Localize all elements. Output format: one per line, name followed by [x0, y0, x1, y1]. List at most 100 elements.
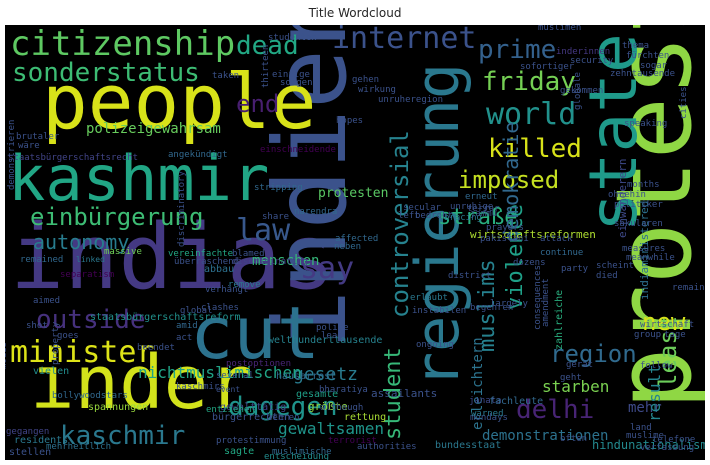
word-beendet: beendet	[137, 343, 175, 353]
word-gewaltsamen: gewaltsamen	[278, 419, 384, 438]
word-zehntausende: zehntausende	[610, 69, 675, 79]
word-vereinfachte: vereinfachte	[168, 249, 233, 259]
word-affected: affected	[335, 234, 378, 244]
word-cut: cut	[190, 291, 320, 375]
word-demonstrationen: demonstrationen	[482, 428, 608, 444]
word-aimed: aimed	[33, 296, 60, 306]
word-indiaministered: indiaministered	[638, 201, 651, 300]
word-act: act	[176, 333, 192, 343]
word-student: student	[381, 347, 406, 440]
word-pakistani: pakistani	[480, 234, 529, 244]
word-einwanderern: einwanderern	[616, 159, 629, 238]
word-scheint: scheint	[596, 261, 634, 271]
word-world: world	[486, 97, 576, 132]
word-dead: dead	[236, 31, 299, 61]
word-verfassung: verfassung	[640, 443, 694, 453]
word-janata: janata	[469, 396, 502, 406]
word-terrorist: terrorist	[328, 436, 377, 446]
word-global: global	[180, 306, 213, 316]
word-bollywoodstars: bollywoodstars	[52, 391, 128, 401]
word-entziehen: entziehen	[206, 405, 255, 415]
word-linked: linked	[76, 255, 105, 264]
word-gesamte: gesamte	[296, 389, 338, 400]
word-muslimen: muslimen	[538, 25, 581, 33]
word-group: group	[634, 330, 661, 340]
word-staatsbürgerschaftsrecht: staatsbürgerschaftsrecht	[8, 153, 138, 163]
word-speaking: speaking	[624, 119, 667, 129]
word-security: security	[570, 56, 614, 66]
word-massive: massive	[104, 247, 142, 257]
word-nichtmuslimischen: nichtmuslimischen	[138, 363, 302, 382]
word-protestimmung: protestimmung	[216, 436, 286, 446]
word-spannungen: spannungen	[88, 402, 148, 413]
word-postoptionen: postoptionen	[226, 359, 291, 369]
word-staatsbürgerschaftsreform: staatsbürgerschaftsreform	[90, 312, 241, 323]
word-secular: secular	[403, 203, 442, 213]
word-inzwischen: inzwischen	[596, 25, 650, 27]
word-demokratie: demokratie	[499, 122, 523, 242]
word-continue: continue	[540, 248, 583, 258]
word-einzige: einzige	[272, 70, 310, 80]
word-globale: globale	[573, 72, 583, 110]
word-ohnehin: ohnehin	[608, 190, 646, 200]
word-warned: warned	[471, 409, 504, 419]
word-state: state	[575, 33, 652, 232]
word-property: property	[51, 321, 61, 365]
word-muslimische: muslimische	[272, 447, 332, 457]
word-polizeigewahrsam: polizeigewahrsam	[86, 121, 221, 137]
word-instabilen: instabilen	[412, 306, 466, 316]
word-regierung: regierung	[403, 63, 473, 388]
word-gehen: gehen	[352, 75, 379, 85]
word-constitution: constitution	[679, 25, 689, 26]
word-menschen: menschen	[252, 253, 319, 269]
word-ongoing: ongoing	[416, 340, 454, 350]
word-remove: remove	[228, 280, 261, 290]
chart-title: Title Wordcloud	[308, 6, 402, 20]
word-einschneidende: einschneidende	[260, 145, 336, 155]
word-kaschmirs: kaschmirs	[176, 382, 225, 392]
word-vielen: vielen	[33, 366, 69, 377]
word-wehren: wehren	[267, 413, 300, 423]
wordcloud-canvas: indias indien protests people kashmir inder cu…	[5, 25, 705, 460]
word-sagte: sagte	[224, 446, 254, 457]
word-protests: protests	[593, 25, 705, 410]
word-largely: largely	[490, 299, 529, 309]
word-bürgerrechten: bürgerrechten	[212, 412, 290, 423]
word-authorities: authorities	[357, 442, 417, 452]
word-consequences: consequences	[533, 265, 543, 330]
word-taken: taken	[212, 71, 239, 81]
word-sogar: sogar	[640, 61, 668, 71]
word-gesetz: gesetz	[293, 364, 358, 385]
word-dagegen: dagegen	[228, 392, 338, 422]
word-kaschmir: kaschmir	[60, 421, 185, 451]
word-narendra: narendra	[294, 207, 337, 217]
word-indien: indien	[252, 25, 369, 350]
word-fachleute: fachleute	[489, 396, 543, 407]
word-law: law	[236, 213, 291, 248]
word-begehren: begehren	[470, 303, 513, 313]
word-tage: tage	[664, 330, 686, 340]
word-säkularen: säkularen	[614, 219, 663, 229]
word-land: land	[630, 423, 652, 433]
word-party: party	[561, 264, 589, 274]
word-attack: attack	[540, 234, 573, 244]
word-result: result	[645, 364, 664, 422]
word-neben: neben	[334, 242, 361, 252]
word-say: say	[300, 251, 354, 286]
word-friday: friday	[482, 67, 576, 97]
word-telefone: telefone	[652, 435, 695, 445]
word-größte: größte	[308, 400, 348, 413]
word-gegangen: gegangen	[6, 427, 49, 437]
word-fürchten: fürchten	[626, 51, 669, 61]
word-bracing: bracing	[444, 213, 482, 223]
word-remained: remained	[20, 255, 63, 265]
word-cities: cities	[679, 86, 689, 119]
word-rettung: rettung	[344, 412, 386, 423]
word-mondays: mondays	[470, 413, 508, 423]
word-hausarrest: hausarrest	[276, 371, 336, 382]
word-follow: follow	[640, 361, 673, 371]
word-minister: minister	[10, 335, 155, 370]
word-wirtschaftsreformen: wirtschaftsreformen	[470, 228, 596, 241]
